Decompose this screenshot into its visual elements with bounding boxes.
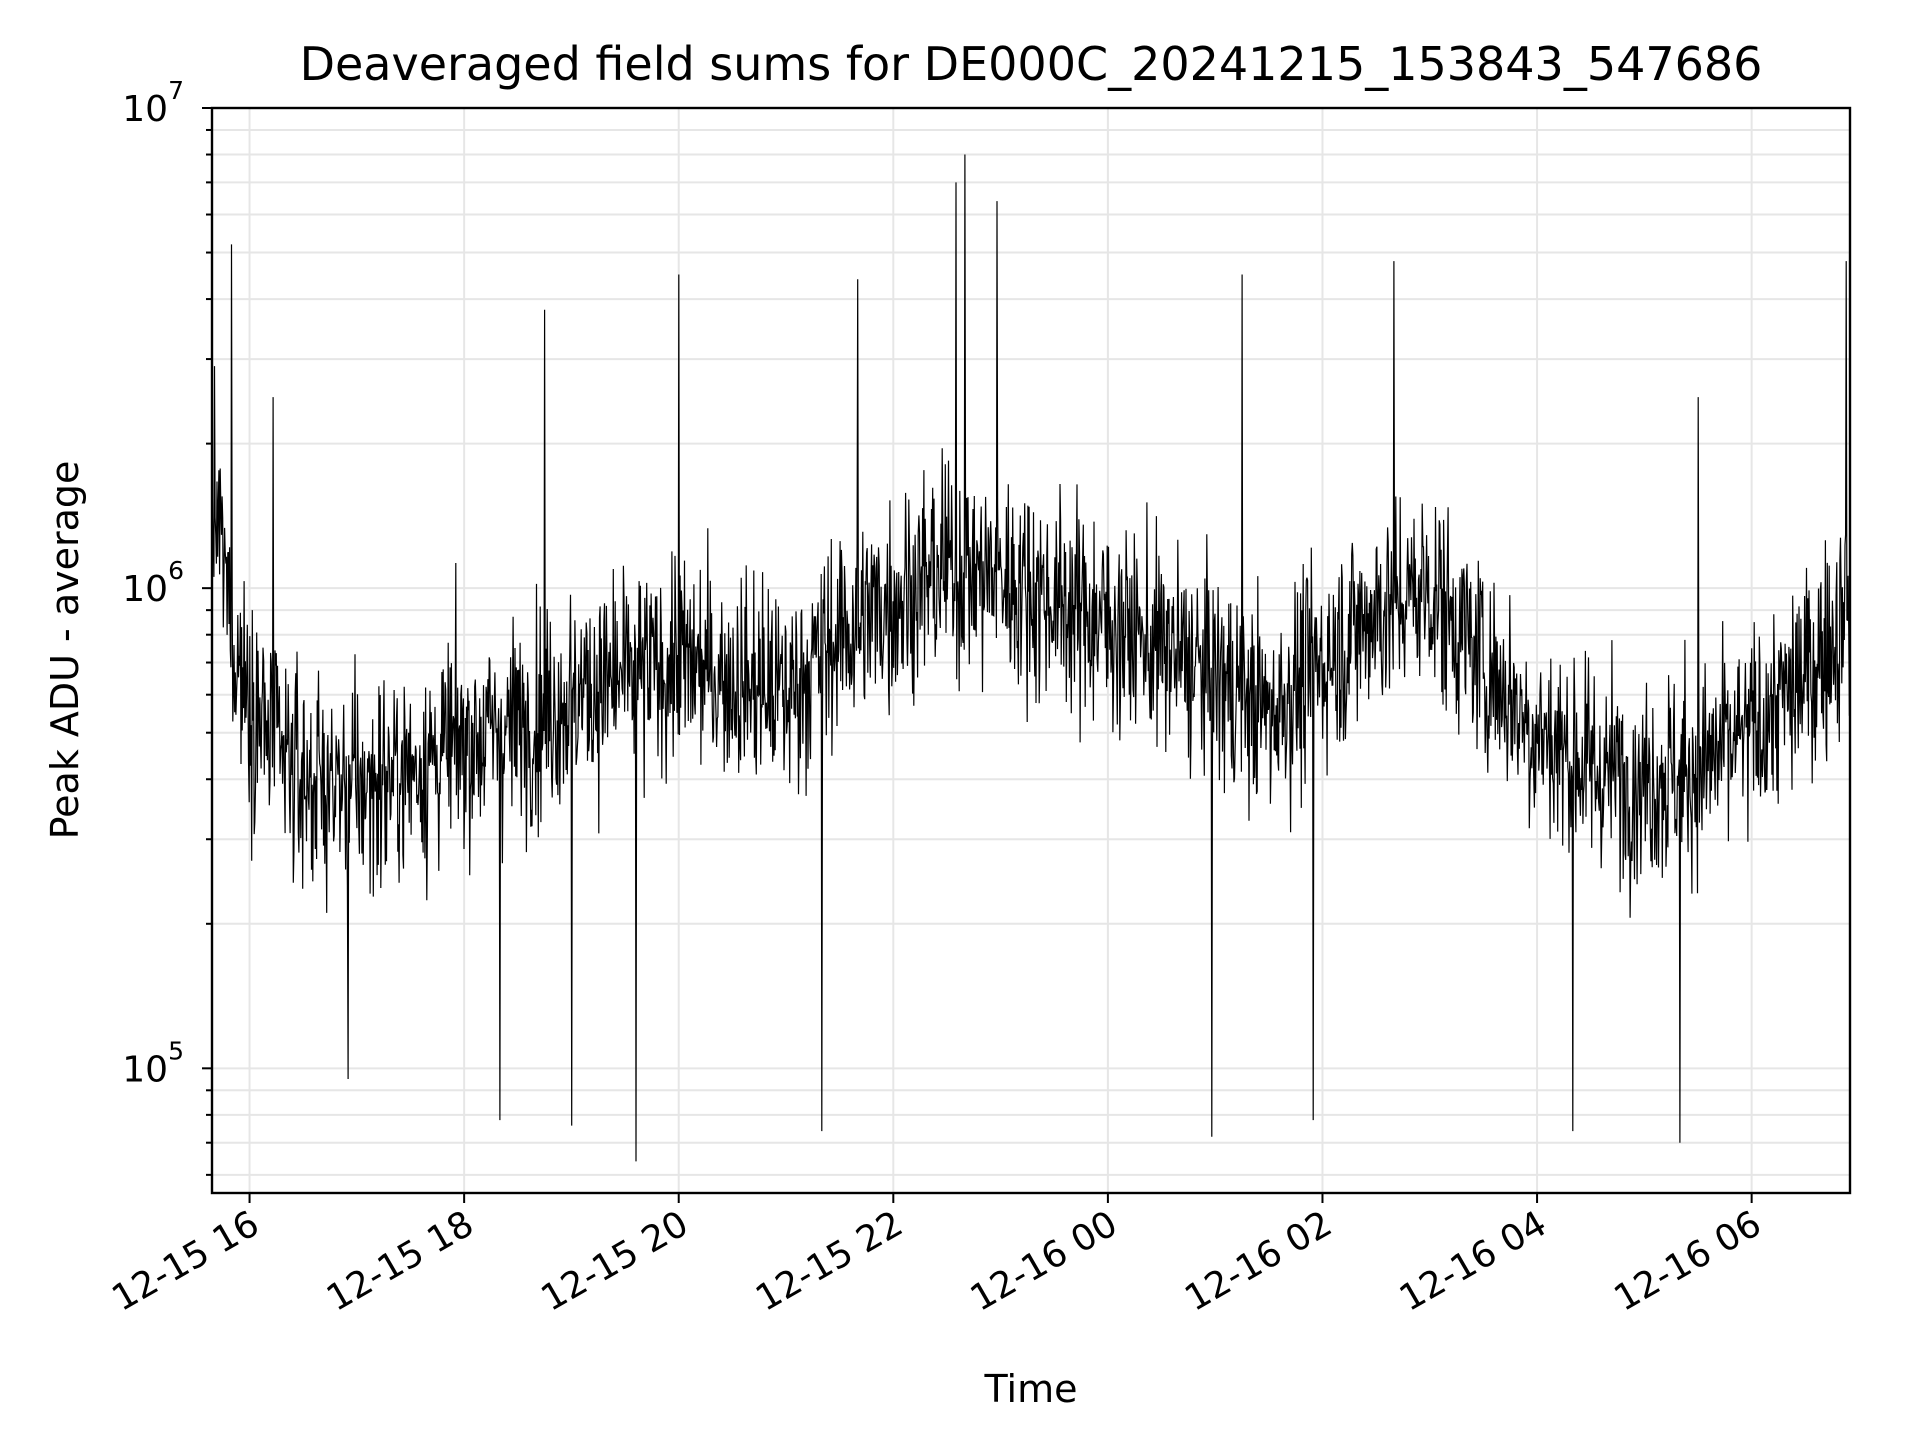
chart-title: Deaveraged field sums for DE000C_2024121… bbox=[300, 37, 1763, 91]
x-tick-label: 12-15 20 bbox=[535, 1203, 696, 1319]
x-tick-label: 12-15 22 bbox=[749, 1203, 910, 1319]
y-axis-label: Peak ADU - average bbox=[43, 461, 87, 840]
x-tick-label: 12-16 00 bbox=[964, 1203, 1125, 1319]
x-tick-label: 12-16 02 bbox=[1178, 1203, 1339, 1319]
line-layer bbox=[211, 154, 1851, 1162]
y-tick-label: 107 bbox=[122, 76, 184, 130]
y-tick-label: 105 bbox=[122, 1036, 184, 1090]
x-tick-label: 12-15 16 bbox=[105, 1203, 266, 1319]
x-axis-label: Time bbox=[984, 1367, 1078, 1411]
x-tick-label: 12-15 18 bbox=[320, 1203, 481, 1319]
series-line bbox=[211, 154, 1851, 1162]
x-tick-label: 12-16 06 bbox=[1607, 1203, 1768, 1319]
y-tick-label: 106 bbox=[122, 556, 184, 610]
x-tick-label: 12-16 04 bbox=[1393, 1203, 1554, 1319]
grid-layer bbox=[212, 107, 1850, 1193]
plot-frame bbox=[210, 106, 1852, 1195]
